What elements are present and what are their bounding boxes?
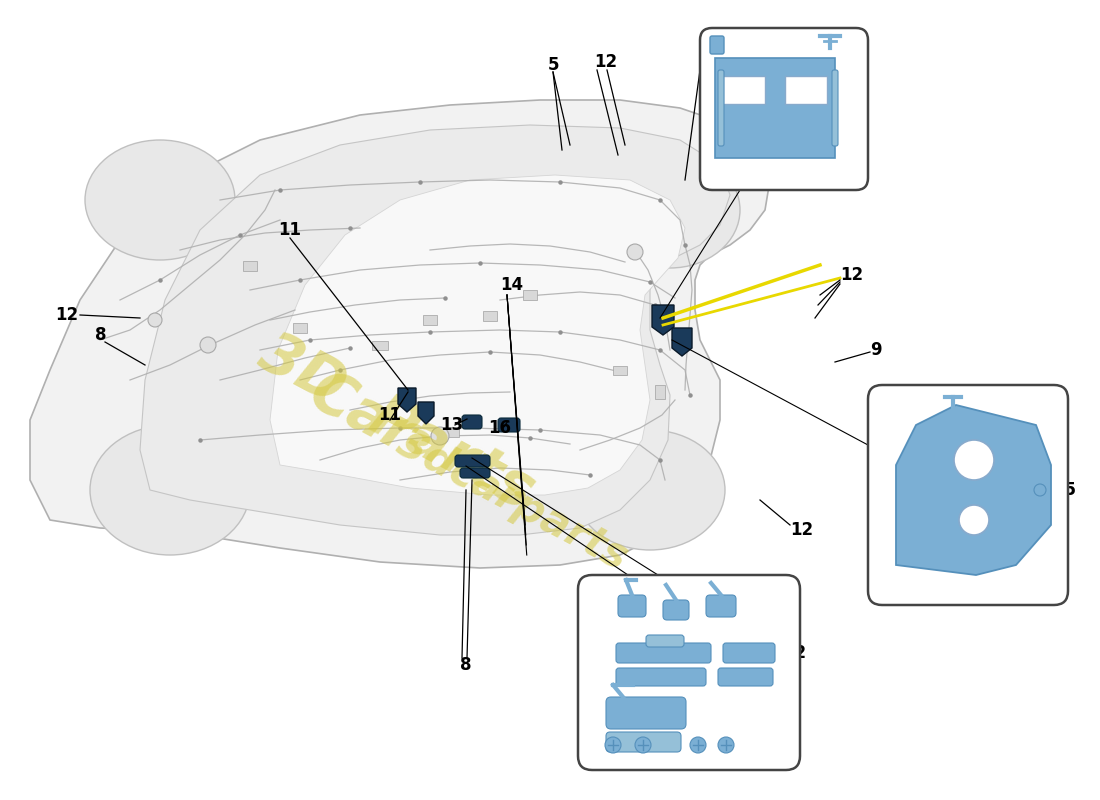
FancyBboxPatch shape [618, 595, 646, 617]
FancyBboxPatch shape [424, 315, 437, 325]
Text: 16: 16 [488, 419, 512, 437]
Circle shape [690, 737, 706, 753]
Ellipse shape [575, 430, 725, 550]
Text: 8: 8 [460, 656, 472, 674]
Text: 12: 12 [783, 644, 806, 662]
Text: 12: 12 [55, 306, 78, 324]
FancyBboxPatch shape [606, 697, 686, 729]
FancyBboxPatch shape [710, 36, 724, 54]
Circle shape [468, 462, 483, 478]
FancyBboxPatch shape [293, 323, 307, 333]
Text: 2: 2 [588, 598, 600, 616]
Text: 6: 6 [708, 34, 719, 52]
FancyBboxPatch shape [606, 732, 681, 752]
Text: 7: 7 [876, 426, 888, 444]
FancyBboxPatch shape [498, 418, 520, 432]
Text: 5: 5 [548, 56, 560, 74]
Circle shape [148, 313, 162, 327]
Ellipse shape [85, 140, 235, 260]
FancyBboxPatch shape [868, 385, 1068, 605]
FancyBboxPatch shape [243, 261, 257, 271]
Polygon shape [270, 175, 685, 495]
Polygon shape [418, 402, 434, 424]
FancyBboxPatch shape [613, 366, 627, 374]
Polygon shape [896, 405, 1050, 575]
Text: 3D: 3D [250, 324, 355, 416]
FancyBboxPatch shape [372, 341, 388, 350]
Polygon shape [652, 305, 674, 335]
Circle shape [635, 737, 651, 753]
Circle shape [200, 337, 216, 353]
Circle shape [718, 737, 734, 753]
FancyBboxPatch shape [646, 635, 684, 647]
FancyBboxPatch shape [718, 668, 773, 686]
Text: 8: 8 [95, 326, 107, 344]
Ellipse shape [600, 152, 740, 268]
Text: 1: 1 [588, 644, 600, 662]
FancyBboxPatch shape [460, 468, 490, 478]
FancyBboxPatch shape [723, 643, 776, 663]
Polygon shape [30, 100, 770, 568]
Text: 15: 15 [1053, 481, 1076, 499]
FancyBboxPatch shape [700, 28, 868, 190]
Text: 12: 12 [790, 521, 813, 539]
FancyBboxPatch shape [723, 76, 764, 104]
FancyBboxPatch shape [616, 668, 706, 686]
Text: 3dcarparts: 3dcarparts [390, 422, 635, 578]
FancyBboxPatch shape [441, 427, 459, 437]
Polygon shape [398, 388, 416, 412]
FancyBboxPatch shape [616, 643, 711, 663]
Circle shape [959, 505, 989, 535]
Text: Car: Car [300, 364, 425, 466]
Text: 3: 3 [588, 704, 600, 722]
Text: 4: 4 [945, 392, 957, 410]
Circle shape [1034, 484, 1046, 496]
Text: 9: 9 [698, 53, 710, 71]
Ellipse shape [90, 425, 250, 555]
Text: Parts: Parts [360, 387, 544, 523]
FancyBboxPatch shape [654, 385, 666, 399]
Polygon shape [715, 58, 835, 158]
FancyBboxPatch shape [718, 70, 724, 146]
FancyBboxPatch shape [785, 76, 827, 104]
Text: 11: 11 [278, 221, 301, 239]
FancyBboxPatch shape [483, 311, 497, 321]
Text: 9: 9 [870, 341, 881, 359]
Circle shape [627, 244, 644, 260]
Circle shape [431, 427, 449, 445]
FancyBboxPatch shape [522, 290, 537, 300]
FancyBboxPatch shape [462, 415, 482, 429]
FancyBboxPatch shape [663, 600, 689, 620]
Polygon shape [672, 328, 692, 356]
Text: 11: 11 [378, 406, 402, 424]
Text: 12: 12 [840, 266, 864, 284]
FancyBboxPatch shape [706, 595, 736, 617]
Circle shape [605, 737, 621, 753]
FancyBboxPatch shape [578, 575, 800, 770]
Circle shape [954, 440, 994, 480]
Text: 10: 10 [588, 741, 610, 759]
FancyBboxPatch shape [832, 70, 838, 146]
Text: 4: 4 [842, 34, 854, 52]
Text: 14: 14 [500, 276, 524, 294]
Text: 13: 13 [440, 416, 463, 434]
Text: 12: 12 [594, 53, 617, 71]
Polygon shape [140, 125, 730, 535]
FancyBboxPatch shape [455, 455, 490, 467]
